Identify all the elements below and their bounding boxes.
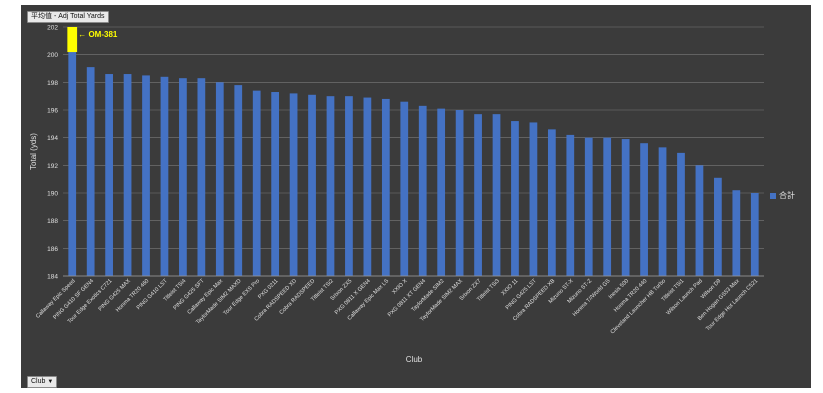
bar[interactable] bbox=[308, 95, 316, 276]
legend-swatch bbox=[770, 193, 776, 199]
bar[interactable] bbox=[530, 122, 538, 276]
x-tick-label: Wilson Launch Pad bbox=[666, 278, 704, 316]
annotation-label: ← OM-381 bbox=[78, 30, 118, 39]
bar[interactable] bbox=[732, 190, 740, 276]
y-tick-label: 202 bbox=[47, 25, 58, 32]
bar[interactable] bbox=[566, 135, 574, 276]
bar[interactable] bbox=[87, 67, 95, 276]
y-tick-label: 190 bbox=[47, 191, 58, 198]
bar[interactable] bbox=[290, 93, 298, 276]
y-tick-label: 186 bbox=[47, 246, 58, 253]
bar[interactable] bbox=[456, 110, 464, 276]
y-tick-label: 196 bbox=[47, 108, 58, 115]
bar[interactable] bbox=[640, 143, 648, 276]
bar[interactable] bbox=[68, 38, 76, 276]
bar[interactable] bbox=[197, 78, 205, 276]
bar[interactable] bbox=[714, 178, 722, 276]
y-tick-label: 192 bbox=[47, 163, 58, 170]
y-tick-label: 184 bbox=[47, 274, 58, 281]
x-tick-label: Honma TR20 440 bbox=[613, 278, 648, 313]
bar[interactable] bbox=[659, 147, 667, 276]
x-tick-label: Tour Edge EXS Pro bbox=[223, 278, 262, 317]
bar[interactable] bbox=[179, 78, 187, 276]
bar[interactable] bbox=[419, 106, 427, 276]
bar[interactable] bbox=[622, 139, 630, 276]
y-tick-label: 194 bbox=[47, 135, 58, 142]
bar[interactable] bbox=[105, 74, 113, 276]
bar[interactable] bbox=[603, 138, 611, 276]
dropdown-arrow-icon[interactable]: ▼ bbox=[47, 379, 53, 385]
bar[interactable] bbox=[234, 85, 242, 276]
bar[interactable] bbox=[474, 114, 482, 276]
bar[interactable] bbox=[493, 114, 501, 276]
x-axis-title: Club bbox=[406, 355, 423, 364]
bar[interactable] bbox=[364, 98, 372, 276]
bar[interactable] bbox=[142, 75, 150, 276]
y-tick-label: 188 bbox=[47, 218, 58, 225]
value-field-label: 平均值 - Adj Total Yards bbox=[31, 13, 105, 20]
bar[interactable] bbox=[677, 153, 685, 276]
x-tick-label: Honma T//World GS bbox=[572, 278, 612, 318]
bar[interactable] bbox=[124, 74, 132, 276]
y-tick-label: 200 bbox=[47, 52, 58, 59]
y-tick-label: 198 bbox=[47, 80, 58, 87]
bar[interactable] bbox=[382, 99, 390, 276]
axis-field-label: Club bbox=[31, 378, 45, 385]
legend: 合計 bbox=[770, 191, 795, 201]
value-field-button[interactable]: 平均值 - Adj Total Yards bbox=[27, 11, 109, 23]
bar[interactable] bbox=[216, 82, 224, 276]
legend-label: 合計 bbox=[779, 191, 795, 200]
bar[interactable] bbox=[437, 109, 445, 276]
bar[interactable] bbox=[271, 92, 279, 276]
bar[interactable] bbox=[548, 129, 556, 276]
bar[interactable] bbox=[345, 96, 353, 276]
bar[interactable] bbox=[511, 121, 519, 276]
highlight-marker bbox=[67, 27, 77, 52]
y-axis-title: Total (yds) bbox=[29, 133, 38, 170]
x-tick-label: PING G425 MAX bbox=[98, 278, 133, 313]
bar[interactable] bbox=[327, 96, 335, 276]
axis-field-button[interactable]: Club ▼ bbox=[27, 376, 57, 388]
x-tick-label: TaylorMade SIM2 bbox=[411, 278, 446, 313]
bar[interactable] bbox=[253, 91, 261, 276]
x-tick-label: XXIO X bbox=[391, 278, 409, 296]
bar[interactable] bbox=[585, 138, 593, 276]
bar[interactable] bbox=[161, 77, 169, 276]
x-tick-label: Honma TR20 460 bbox=[115, 278, 150, 313]
bar[interactable] bbox=[751, 193, 759, 276]
bar[interactable] bbox=[400, 102, 408, 276]
bar[interactable] bbox=[696, 165, 704, 276]
